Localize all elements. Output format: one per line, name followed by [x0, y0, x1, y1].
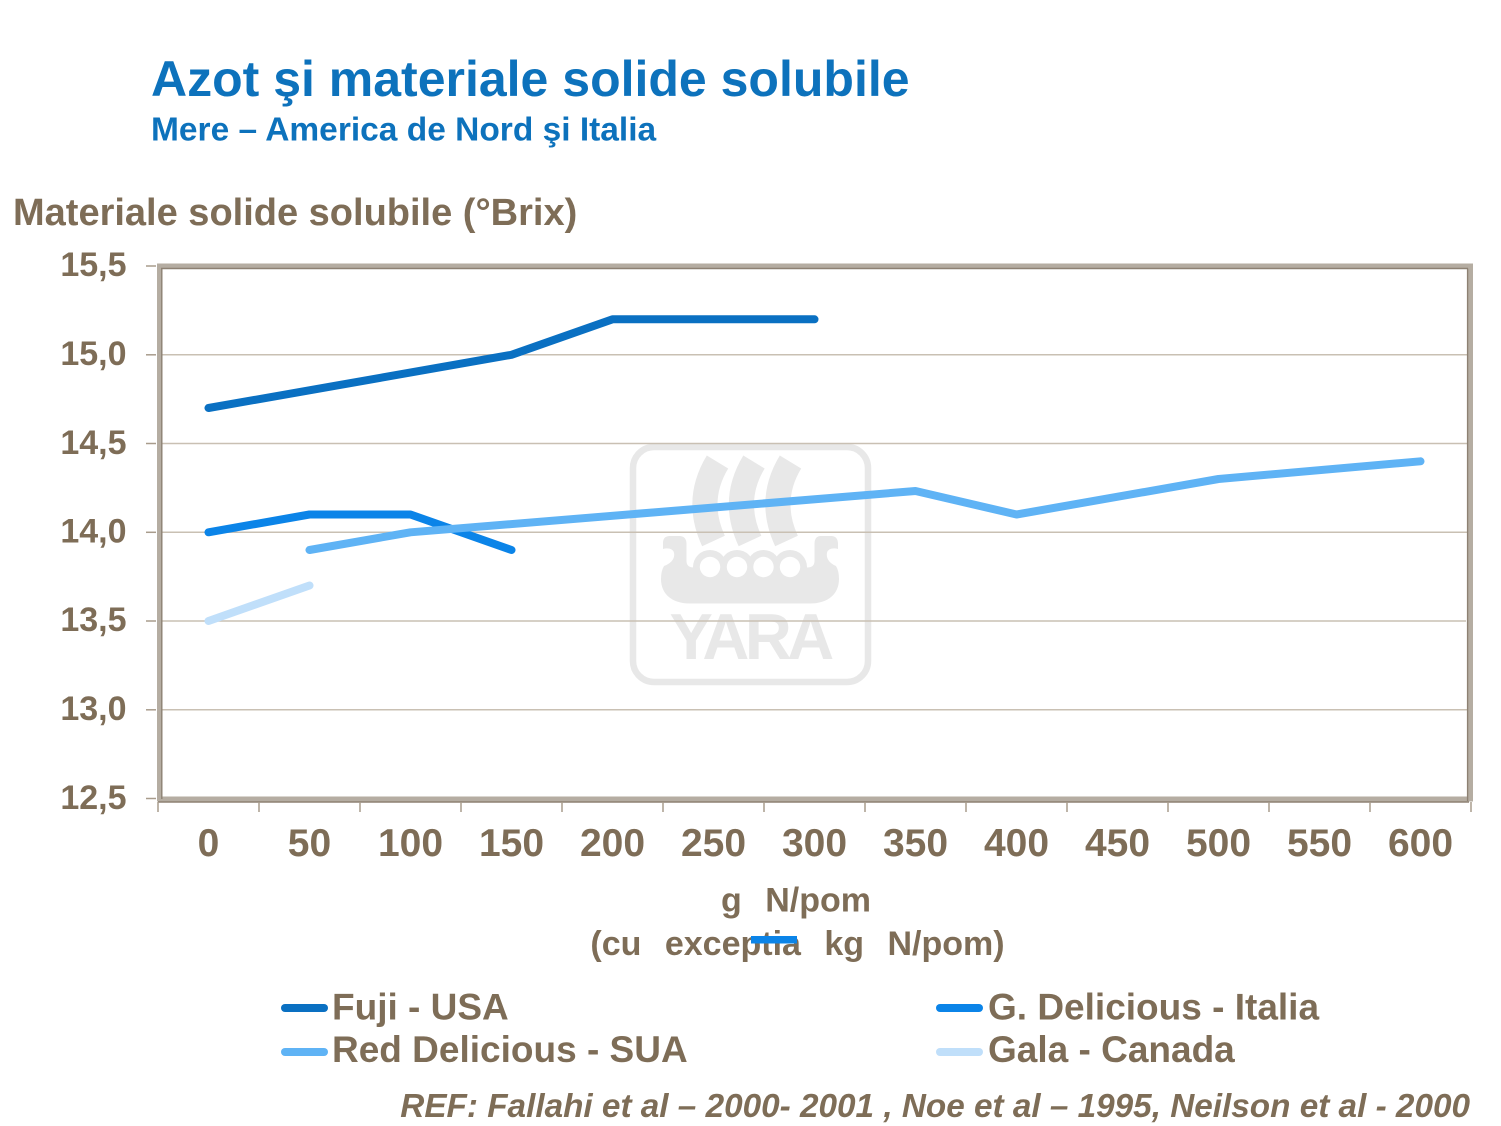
svg-text:Fuji - USA: Fuji - USA	[332, 987, 509, 1028]
svg-text:400: 400	[984, 822, 1049, 865]
svg-text:Azot şi materiale solide solub: Azot şi materiale solide solubile	[151, 51, 910, 107]
svg-text:15,5: 15,5	[60, 246, 126, 284]
svg-text:50: 50	[288, 822, 331, 865]
svg-text:REF: Fallahi et al – 2000- 200: REF: Fallahi et al – 2000- 2001 , Noe et…	[400, 1088, 1470, 1125]
svg-text:YARA: YARA	[669, 600, 833, 673]
svg-text:250: 250	[681, 822, 746, 865]
svg-text:550: 550	[1287, 822, 1352, 865]
svg-text:600: 600	[1388, 822, 1453, 865]
svg-text:15,0: 15,0	[60, 335, 126, 373]
svg-text:Red Delicious - SUA: Red Delicious - SUA	[332, 1029, 688, 1070]
svg-text:200: 200	[580, 822, 645, 865]
svg-text:13,5: 13,5	[60, 601, 126, 639]
svg-text:g N/pom: g N/pom	[721, 882, 871, 920]
svg-text:(cu exceptia kg N/pom): (cu exceptia kg N/pom)	[590, 925, 1004, 963]
svg-text:450: 450	[1085, 822, 1150, 865]
svg-text:14,0: 14,0	[60, 513, 126, 551]
svg-text:350: 350	[883, 822, 948, 865]
svg-text:Materiale solide solubile (°Br: Materiale solide solubile (°Brix)	[13, 192, 577, 234]
svg-text:0: 0	[198, 822, 220, 865]
svg-text:Mere – America de Nord şi Ital: Mere – America de Nord şi Italia	[151, 112, 657, 149]
svg-text:500: 500	[1186, 822, 1251, 865]
svg-text:G. Delicious - Italia: G. Delicious - Italia	[988, 987, 1319, 1028]
svg-text:300: 300	[782, 822, 847, 865]
svg-text:13,0: 13,0	[60, 690, 126, 728]
svg-text:14,5: 14,5	[60, 424, 126, 462]
svg-text:Gala - Canada: Gala - Canada	[988, 1029, 1235, 1070]
svg-text:100: 100	[378, 822, 443, 865]
svg-text:150: 150	[479, 822, 544, 865]
svg-text:12,5: 12,5	[60, 779, 126, 817]
